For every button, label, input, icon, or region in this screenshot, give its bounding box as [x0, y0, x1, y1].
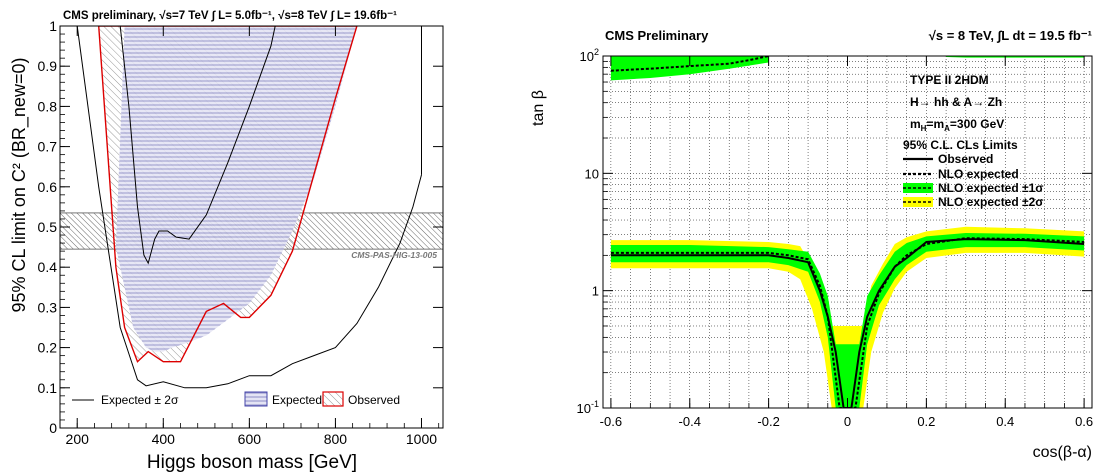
left-y-tick-label: 0.3 — [38, 299, 58, 315]
right-x-tick-label: 0 — [844, 414, 851, 429]
expected-2sigma-right-edge — [421, 26, 426, 175]
left-legend: Expected ± 2σ Expected Observed — [72, 391, 400, 407]
right-x-ticks: -0.6 -0.4 -0.2 0 0.2 0.4 0.6 — [600, 56, 1093, 429]
series-nlo-expected — [610, 56, 1085, 408]
series-expected-fill — [115, 26, 357, 352]
left-y-tick-label: 0.2 — [38, 340, 58, 356]
observed-line — [610, 238, 1085, 408]
legend-item-observed: Observed — [322, 391, 400, 407]
series-nlo-expected-1sigma — [610, 56, 1085, 408]
left-y-tick-label: 0.1 — [38, 380, 58, 396]
legend-item-nlo-expected: NLO expected — [903, 167, 1019, 181]
right-title-right: √s = 8 TeV, ∫L dt = 19.5 fb⁻¹ — [929, 28, 1092, 43]
higgs-mass-limit-chart: 200 400 600 800 1000 0.10.20.30.40.50.60.70.… — [9, 9, 444, 473]
left-x-tick-label: 1000 — [406, 431, 437, 447]
left-x-ticks: 200 400 600 800 1000 — [66, 26, 440, 447]
left-y-tick-label: 0.4 — [38, 259, 58, 275]
left-x-tick-label: 400 — [152, 431, 176, 447]
nlo-expected-line — [610, 237, 1085, 408]
left-x-tick-label: 600 — [238, 431, 262, 447]
right-y-tick-label: 1 — [592, 284, 599, 299]
right-x-tick-label: -0.4 — [679, 414, 701, 429]
annotation-process: H→ hh & A→ Zh — [910, 95, 1002, 109]
legend-label-observed: Observed — [348, 393, 400, 407]
left-y-tick-label: 0.6 — [38, 179, 58, 195]
expected-area — [115, 26, 357, 352]
legend-title: 95% C.L. CLs Limits — [903, 138, 1018, 152]
legend-label-nlo-2sigma: NLO expected ±2σ — [938, 195, 1044, 209]
left-y-tick-label: 1 — [49, 18, 57, 34]
legend-item-nlo-2sigma: NLO expected ±2σ — [903, 195, 1044, 209]
legend-label-expected: Expected — [272, 393, 322, 407]
right-x-axis-label: cos(β-α) — [1033, 444, 1092, 461]
observed-line — [98, 26, 358, 363]
left-y-tick-label: 0.9 — [38, 58, 58, 74]
right-x-tick-label: -0.2 — [757, 414, 779, 429]
right-y-tick-label: 102 — [580, 47, 599, 64]
right-y-axis-label: tan β — [530, 90, 547, 126]
left-y-tick-label: 0.8 — [38, 98, 58, 114]
right-x-tick-label: 0.4 — [996, 414, 1014, 429]
left-y-ticks: 0.1 0.2 0.3 0.4 0.5 0.6 0.7 0.8 0.9 1 0 — [38, 18, 443, 436]
left-x-tick-label: 800 — [324, 431, 348, 447]
legend-label-nlo-expected: NLO expected — [938, 167, 1019, 181]
annotation-type: TYPE II 2HDM — [910, 73, 989, 87]
left-x-axis-label: Higgs boson mass [GeV] — [147, 452, 357, 473]
expected-plus-2sigma-line — [119, 26, 276, 265]
legend-label-expected-2sigma: Expected ± 2σ — [101, 393, 179, 407]
legend-item-nlo-1sigma: NLO expected ±1σ — [903, 181, 1044, 195]
series-observed — [610, 238, 1085, 408]
legend-item-observed: Observed — [903, 152, 993, 166]
legend-label-nlo-1sigma: NLO expected ±1σ — [938, 181, 1044, 195]
expected-minus-2sigma-line — [76, 26, 422, 389]
legend-label-observed: Observed — [938, 152, 993, 166]
left-annotation: CMS-PAS-HIG-13-005 — [351, 250, 437, 260]
legend-item-expected: Expected — [244, 391, 322, 407]
right-annotation: TYPE II 2HDM H→ hh & A→ Zh mH=mA=300 GeV — [910, 73, 1004, 133]
nlo-1sigma-band-top-left — [610, 56, 769, 81]
right-x-tick-label: 0.6 — [1075, 414, 1093, 429]
left-x-tick-label: 200 — [66, 431, 90, 447]
left-y-tick-label: 0.5 — [38, 219, 58, 235]
left-y-tick-label-zero: 0 — [49, 420, 57, 436]
nlo-expected-line-top — [610, 56, 769, 72]
right-x-tick-label: -0.6 — [600, 414, 622, 429]
nlo-1sigma-band — [610, 233, 1085, 408]
left-y-tick-label: 0.7 — [38, 139, 58, 155]
left-y-axis-label: 95% CL limit on C² (BR_new=0) — [9, 58, 30, 313]
right-legend: 95% C.L. CLs Limits Observed NLO expecte… — [903, 138, 1044, 209]
right-y-tick-label: 10-1 — [577, 399, 599, 416]
left-chart-title: CMS preliminary, √s=7 TeV ∫ L= 5.0fb⁻¹, … — [63, 9, 397, 22]
series-observed-line — [98, 26, 358, 363]
series-expected-2sigma-lines — [76, 26, 426, 389]
annotation-masses: mH=mA=300 GeV — [910, 117, 1004, 133]
legend-item-expected-2sigma: Expected ± 2σ — [72, 393, 179, 407]
tanbeta-cos-chart: -0.6 -0.4 -0.2 0 0.2 0.4 0.6 10-1 1 10 102 CMS Pr… — [530, 28, 1093, 461]
right-title-left: CMS Preliminary — [605, 28, 709, 43]
right-y-tick-label: 10 — [585, 166, 599, 181]
right-y-ticks: 10-1 1 10 102 — [577, 47, 1092, 416]
right-x-tick-label: 0.2 — [917, 414, 935, 429]
